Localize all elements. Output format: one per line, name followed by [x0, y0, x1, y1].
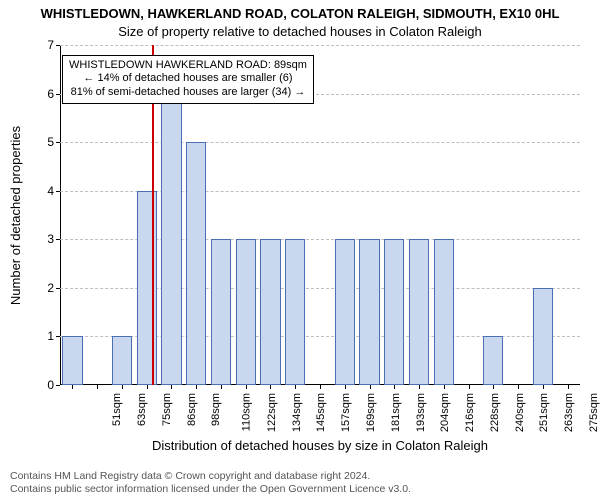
x-tick-label: 145sqm: [316, 387, 328, 432]
y-tick-mark: [56, 336, 60, 337]
histogram-bar: [409, 239, 429, 385]
x-tick-mark: [122, 385, 123, 389]
x-tick-mark: [469, 385, 470, 389]
y-tick-mark: [56, 385, 60, 386]
y-tick-label: 2: [34, 281, 54, 295]
histogram-bar: [211, 239, 231, 385]
y-tick-label: 6: [34, 87, 54, 101]
histogram-bar: [260, 239, 280, 385]
histogram-bar: [285, 239, 305, 385]
y-tick-label: 5: [34, 135, 54, 149]
y-axis-label-text: Number of detached properties: [9, 125, 24, 304]
y-tick-mark: [56, 288, 60, 289]
footer-line-2: Contains public sector information licen…: [10, 483, 590, 496]
x-tick-mark: [171, 385, 172, 389]
y-axis-line: [60, 45, 61, 385]
y-tick-mark: [56, 191, 60, 192]
x-tick-label: 181sqm: [390, 387, 402, 432]
histogram-bar: [335, 239, 355, 385]
histogram-bar: [236, 239, 256, 385]
x-tick-mark: [320, 385, 321, 389]
x-tick-label: 134sqm: [291, 387, 303, 432]
x-tick-mark: [394, 385, 395, 389]
callout-line-1: WHISTLEDOWN HAWKERLAND ROAD: 89sqm: [69, 59, 307, 73]
histogram-bar: [186, 142, 206, 385]
x-tick-mark: [295, 385, 296, 389]
x-tick-mark: [444, 385, 445, 389]
footer-line-1: Contains HM Land Registry data © Crown c…: [10, 470, 590, 483]
x-tick-mark: [97, 385, 98, 389]
x-tick-mark: [543, 385, 544, 389]
histogram-bar: [112, 336, 132, 385]
property-callout: WHISTLEDOWN HAWKERLAND ROAD: 89sqm← 14% …: [62, 55, 314, 104]
x-tick-label: 204sqm: [439, 387, 451, 432]
histogram-bar: [161, 94, 181, 385]
x-tick-label: 263sqm: [563, 387, 575, 432]
y-tick-mark: [56, 239, 60, 240]
x-tick-label: 110sqm: [241, 387, 253, 431]
x-tick-label: 63sqm: [136, 387, 148, 426]
y-tick-label: 1: [34, 329, 54, 343]
x-tick-mark: [270, 385, 271, 389]
footer-attribution: Contains HM Land Registry data © Crown c…: [10, 470, 590, 496]
x-tick-mark: [518, 385, 519, 389]
x-tick-mark: [568, 385, 569, 389]
title-address: WHISTLEDOWN, HAWKERLAND ROAD, COLATON RA…: [0, 6, 600, 21]
chart-plot-area: 0123456751sqm63sqm75sqm86sqm98sqm110sqm1…: [60, 45, 580, 385]
x-tick-label: 86sqm: [186, 387, 198, 426]
y-tick-label: 4: [34, 184, 54, 198]
x-tick-mark: [370, 385, 371, 389]
x-tick-mark: [147, 385, 148, 389]
x-tick-label: 228sqm: [489, 387, 501, 432]
y-tick-mark: [56, 94, 60, 95]
y-tick-mark: [56, 142, 60, 143]
histogram-bar: [384, 239, 404, 385]
x-tick-label: 240sqm: [514, 387, 526, 432]
histogram-bar: [434, 239, 454, 385]
x-tick-mark: [345, 385, 346, 389]
histogram-bar: [533, 288, 553, 385]
chart-container: WHISTLEDOWN, HAWKERLAND ROAD, COLATON RA…: [0, 0, 600, 500]
x-tick-label: 98sqm: [210, 387, 222, 426]
y-tick-label: 7: [34, 38, 54, 52]
x-tick-label: 193sqm: [415, 387, 427, 432]
x-tick-label: 169sqm: [365, 387, 377, 432]
x-tick-label: 75sqm: [161, 387, 173, 426]
x-tick-label: 251sqm: [538, 387, 550, 432]
histogram-bar: [359, 239, 379, 385]
x-tick-mark: [246, 385, 247, 389]
x-tick-mark: [221, 385, 222, 389]
y-tick-label: 3: [34, 232, 54, 246]
x-tick-mark: [196, 385, 197, 389]
x-tick-label: 122sqm: [266, 387, 278, 432]
x-tick-label: 157sqm: [340, 387, 352, 432]
gridline: [60, 142, 580, 143]
x-axis-label: Distribution of detached houses by size …: [60, 438, 580, 453]
callout-line-3: 81% of semi-detached houses are larger (…: [69, 86, 307, 100]
y-axis-label: Number of detached properties: [6, 45, 26, 385]
y-tick-label: 0: [34, 378, 54, 392]
histogram-bar: [62, 336, 82, 385]
x-tick-label: 275sqm: [588, 387, 600, 432]
x-tick-label: 51sqm: [111, 387, 123, 426]
y-tick-mark: [56, 45, 60, 46]
histogram-bar: [483, 336, 503, 385]
x-tick-label: 216sqm: [464, 387, 476, 432]
callout-line-2: ← 14% of detached houses are smaller (6): [69, 72, 307, 86]
x-tick-mark: [72, 385, 73, 389]
x-tick-mark: [493, 385, 494, 389]
title-subtitle: Size of property relative to detached ho…: [0, 24, 600, 39]
gridline: [60, 45, 580, 46]
x-tick-mark: [419, 385, 420, 389]
